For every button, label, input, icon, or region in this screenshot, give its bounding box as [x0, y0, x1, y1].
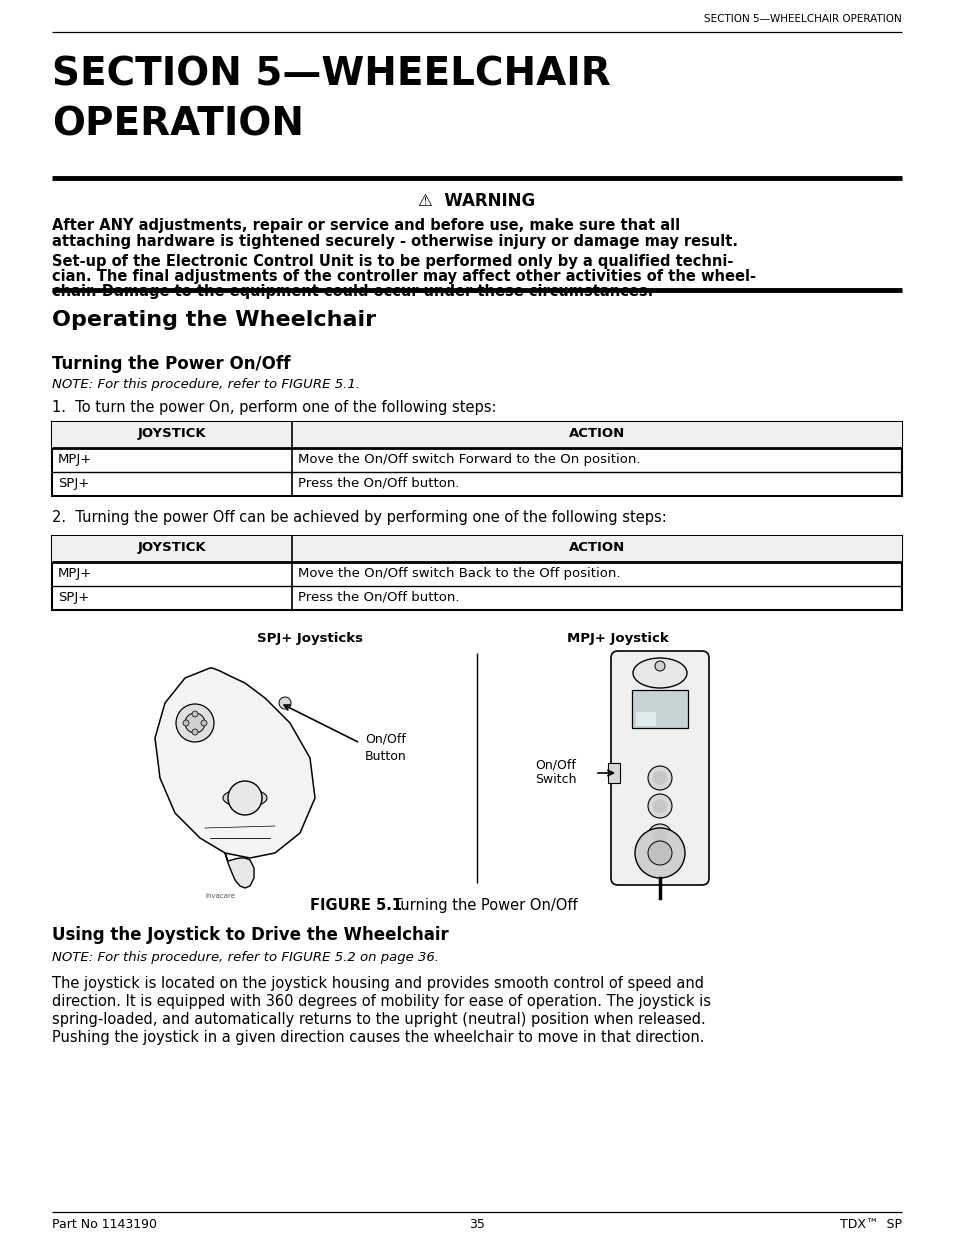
Circle shape [647, 841, 671, 864]
Text: Switch: Switch [535, 773, 576, 785]
Ellipse shape [635, 827, 684, 878]
Bar [636, 713, 656, 726]
Text: ACTION: ACTION [568, 541, 624, 555]
Polygon shape [225, 853, 253, 888]
Ellipse shape [633, 658, 686, 688]
Text: ACTION: ACTION [568, 427, 624, 440]
Text: Move the On/Off switch Back to the Off position.: Move the On/Off switch Back to the Off p… [297, 567, 619, 580]
Text: SECTION 5—WHEELCHAIR OPERATION: SECTION 5—WHEELCHAIR OPERATION [703, 14, 901, 23]
Polygon shape [154, 668, 314, 858]
Circle shape [652, 771, 666, 785]
Text: On/Off: On/Off [365, 734, 405, 746]
Text: Using the Joystick to Drive the Wheelchair: Using the Joystick to Drive the Wheelcha… [52, 926, 448, 944]
Text: SPJ+: SPJ+ [58, 592, 90, 604]
Circle shape [192, 729, 198, 735]
Text: MPJ+: MPJ+ [58, 567, 92, 580]
Text: Turning the Power On/Off: Turning the Power On/Off [375, 898, 577, 913]
Text: TDX™  SP: TDX™ SP [840, 1218, 901, 1231]
Text: Invacare: Invacare [205, 893, 234, 899]
Text: spring-loaded, and automatically returns to the upright (neutral) position when : spring-loaded, and automatically returns… [52, 1011, 705, 1028]
Circle shape [647, 794, 671, 818]
Text: Press the On/Off button.: Press the On/Off button. [297, 592, 459, 604]
Text: cian. The final adjustments of the controller may affect other activities of the: cian. The final adjustments of the contr… [52, 269, 755, 284]
FancyBboxPatch shape [610, 651, 708, 885]
Circle shape [647, 824, 671, 848]
Text: chair. Damage to the equipment could occur under these circumstances.: chair. Damage to the equipment could occ… [52, 284, 653, 299]
Text: Set-up of the Electronic Control Unit is to be performed only by a qualified tec: Set-up of the Electronic Control Unit is… [52, 254, 733, 269]
Text: Turning the Power On/Off: Turning the Power On/Off [52, 354, 290, 373]
Bar [607, 763, 619, 783]
Text: Move the On/Off switch Forward to the On position.: Move the On/Off switch Forward to the On… [297, 453, 639, 466]
Text: Pushing the joystick in a given direction causes the wheelchair to move in that : Pushing the joystick in a given directio… [52, 1030, 703, 1045]
Ellipse shape [223, 789, 267, 806]
Text: 2.  Turning the power Off can be achieved by performing one of the following ste: 2. Turning the power Off can be achieved… [52, 510, 666, 525]
Circle shape [183, 720, 189, 726]
Bar [52, 422, 901, 496]
Text: After ANY adjustments, repair or service and before use, make sure that all: After ANY adjustments, repair or service… [52, 219, 679, 233]
Bar [52, 422, 901, 448]
Bar [52, 536, 901, 562]
Text: ⚠  WARNING: ⚠ WARNING [418, 191, 535, 210]
Circle shape [192, 711, 198, 718]
Text: 1.  To turn the power On, perform one of the following steps:: 1. To turn the power On, perform one of … [52, 400, 496, 415]
Circle shape [655, 661, 664, 671]
Text: NOTE: For this procedure, refer to FIGURE 5.1.: NOTE: For this procedure, refer to FIGUR… [52, 378, 359, 391]
Text: JOYSTICK: JOYSTICK [137, 541, 206, 555]
Text: attaching hardware is tightened securely - otherwise injury or damage may result: attaching hardware is tightened securely… [52, 233, 738, 249]
Ellipse shape [175, 704, 213, 742]
Bar [631, 690, 687, 727]
Text: OPERATION: OPERATION [52, 105, 304, 143]
Text: Button: Button [365, 750, 406, 763]
Text: MPJ+: MPJ+ [58, 453, 92, 466]
Circle shape [652, 829, 666, 844]
Text: MPJ+ Joystick: MPJ+ Joystick [566, 632, 668, 645]
Text: SECTION 5—WHEELCHAIR: SECTION 5—WHEELCHAIR [52, 56, 610, 93]
Circle shape [647, 766, 671, 790]
Text: SPJ+: SPJ+ [58, 477, 90, 490]
Circle shape [652, 799, 666, 813]
Text: FIGURE 5.1: FIGURE 5.1 [310, 898, 402, 913]
Circle shape [278, 697, 291, 709]
Bar [52, 536, 901, 610]
Text: Press the On/Off button.: Press the On/Off button. [297, 477, 459, 490]
Text: Part No 1143190: Part No 1143190 [52, 1218, 157, 1231]
Text: Operating the Wheelchair: Operating the Wheelchair [52, 310, 375, 330]
Ellipse shape [228, 781, 262, 815]
Text: On/Off: On/Off [535, 758, 576, 771]
Text: JOYSTICK: JOYSTICK [137, 427, 206, 440]
Circle shape [201, 720, 207, 726]
Text: The joystick is located on the joystick housing and provides smooth control of s: The joystick is located on the joystick … [52, 976, 703, 990]
Text: NOTE: For this procedure, refer to FIGURE 5.2 on page 36.: NOTE: For this procedure, refer to FIGUR… [52, 951, 438, 965]
Text: SPJ+ Joysticks: SPJ+ Joysticks [256, 632, 363, 645]
Text: direction. It is equipped with 360 degrees of mobility for ease of operation. Th: direction. It is equipped with 360 degre… [52, 994, 710, 1009]
Ellipse shape [185, 713, 205, 734]
Text: 35: 35 [469, 1218, 484, 1231]
